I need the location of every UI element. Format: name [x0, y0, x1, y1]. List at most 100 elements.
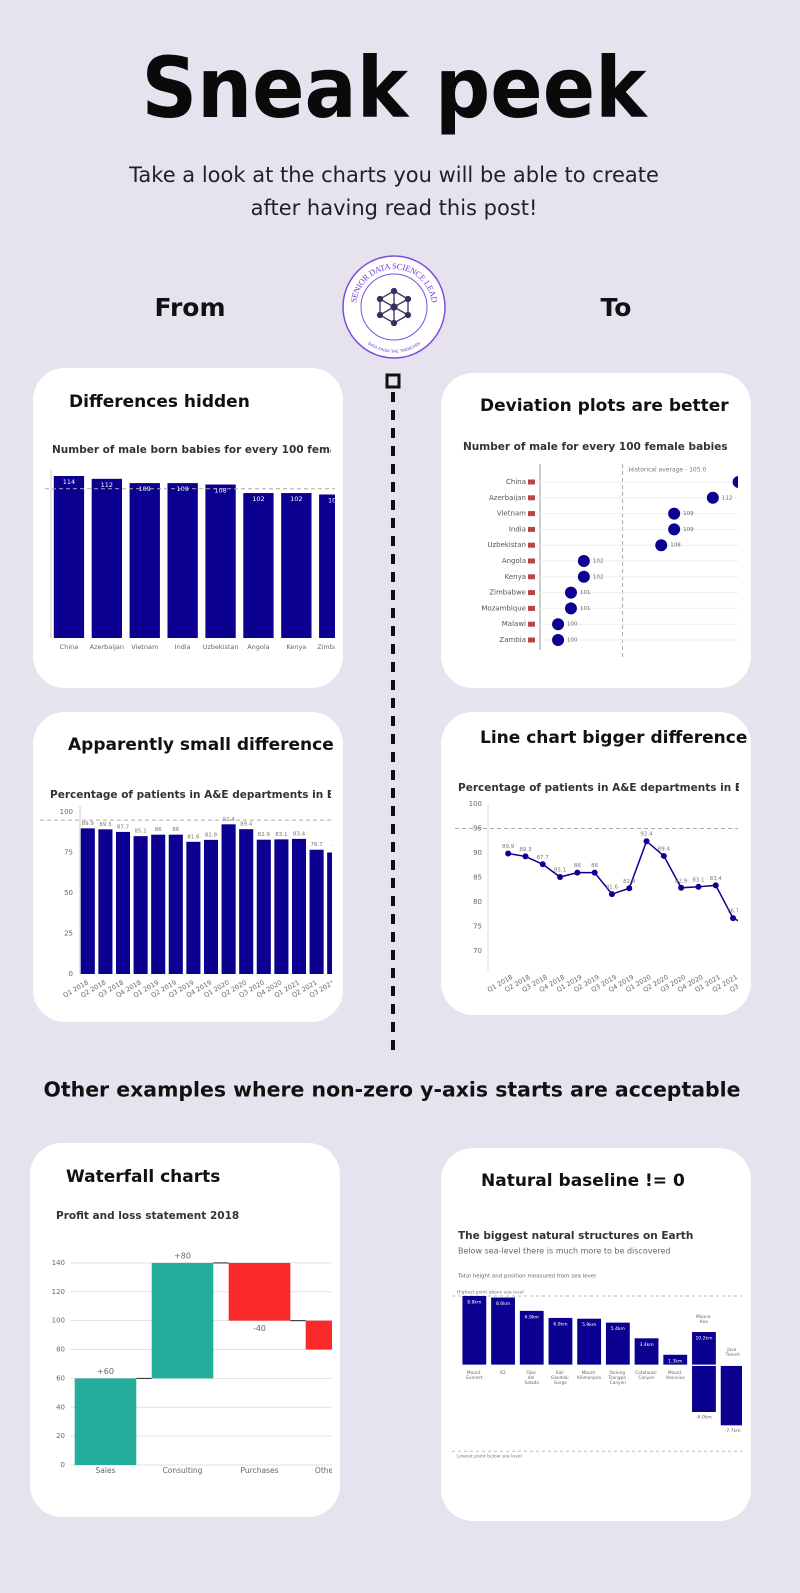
value-label: 89.9 — [502, 844, 515, 850]
bar — [720, 1365, 742, 1426]
bar — [228, 1262, 291, 1321]
card — [441, 373, 751, 688]
flag — [528, 605, 535, 611]
flag — [528, 621, 535, 627]
x-tick-label: Java Trench — [725, 1346, 740, 1357]
plot-area: The biggest natural structures on Earth — [458, 1230, 693, 1242]
value-label: 112 — [722, 495, 733, 501]
value-label: 87.7 — [537, 855, 550, 861]
value-label: 5.9km — [582, 1322, 596, 1328]
y-tick-label: 80 — [473, 898, 482, 906]
reference-label: Lowest point below sea level — [457, 1454, 522, 1460]
bar — [319, 494, 335, 638]
value-label: 102 — [593, 559, 604, 565]
value-label: 108 — [670, 543, 681, 549]
chart-title: Percentage of patients in A&E department… — [50, 789, 422, 801]
value-label: 102 — [290, 495, 302, 503]
value-label: 109 — [176, 485, 188, 493]
value-label: 6.0km — [553, 1321, 567, 1327]
value-label: 100 — [567, 622, 578, 628]
x-tick-label: Zimbabwe — [317, 643, 351, 651]
flag — [528, 637, 535, 643]
value-label: 75 — [331, 845, 338, 851]
value-label: 85.1 — [554, 868, 566, 874]
y-tick-label: 140 — [52, 1259, 65, 1267]
value-label: 101 — [328, 496, 340, 504]
y-tick-label: 100 — [52, 1317, 65, 1325]
bar — [462, 1295, 487, 1365]
value-label: +80 — [174, 1251, 191, 1260]
point — [643, 838, 650, 845]
value-label: -7.7km — [725, 1428, 741, 1434]
y-tick-label: 0 — [69, 970, 73, 978]
x-tick-label: Consulting — [163, 1466, 203, 1475]
value-label: 89.3 — [519, 847, 532, 853]
value-label: 82.8 — [205, 832, 218, 838]
bar — [151, 834, 166, 974]
value-label: 87.7 — [117, 824, 130, 830]
plot-area: 114China112Azerbaijan109Vietnam109India1… — [45, 470, 351, 651]
dot — [668, 507, 681, 520]
x-tick-label: Sales — [96, 1466, 116, 1475]
x-tick-label: Vietnam — [131, 643, 158, 651]
bar — [239, 829, 254, 974]
bar — [663, 1354, 688, 1365]
y-tick-label: 60 — [56, 1374, 65, 1382]
value-label: 82.9 — [675, 878, 688, 884]
value-label: 114 — [63, 478, 75, 486]
x-tick-label: Azerbaijan — [90, 643, 124, 651]
y-tick-label: China — [506, 478, 526, 486]
value-label: 8.6km — [496, 1301, 510, 1307]
point — [557, 874, 564, 881]
bar — [281, 493, 312, 638]
y-tick-label: Zambia — [499, 636, 526, 644]
x-tick-label: Ojos del Salado — [524, 1369, 539, 1385]
x-tick-label: Q3 2021 — [728, 973, 756, 994]
dot — [732, 476, 738, 488]
subtitle: after having read this post! — [251, 196, 538, 220]
section-title: Other examples where non-zero y-axis sta… — [44, 1078, 741, 1102]
x-tick-label: Yarlung Tsangpo Canyon — [607, 1369, 627, 1385]
bar — [133, 836, 148, 974]
y-tick-label: 40 — [56, 1403, 65, 1411]
y-tick-label: 50 — [64, 889, 73, 897]
x-tick-label: Kenya — [286, 643, 306, 651]
value-label: -6.0km — [696, 1415, 712, 1421]
chart-title: The biggest natural structures on Earth — [458, 1230, 693, 1242]
bar — [80, 828, 95, 974]
divider-cap — [385, 373, 401, 389]
y-tick-label: 25 — [64, 930, 73, 938]
chart-subtitle: Below sea-level there is much more to be… — [458, 1247, 671, 1256]
y-tick-label: Malawi — [502, 620, 526, 628]
value-label: 109 — [683, 511, 694, 517]
dot — [655, 539, 668, 552]
value-label: 86 — [172, 827, 179, 833]
value-label: 5.4km — [611, 1326, 625, 1332]
value-label: 108 — [214, 487, 226, 495]
chart-note: Total height and position measured from … — [457, 1274, 596, 1280]
x-tick-label: Kali Gandaki Gorge — [551, 1369, 570, 1385]
value-label: 89.9 — [82, 821, 95, 827]
value-label: 8.8km — [467, 1299, 481, 1305]
y-tick-label: Vietnam — [497, 510, 526, 518]
y-tick-label: 75 — [473, 923, 482, 931]
point — [660, 852, 667, 859]
bar — [205, 484, 236, 638]
point — [626, 885, 633, 892]
y-tick-label: 85 — [473, 874, 482, 882]
value-label: 82.9 — [258, 832, 271, 838]
bar — [74, 1378, 137, 1465]
value-label: 81.6 — [606, 885, 619, 891]
bar — [243, 493, 274, 638]
point — [505, 850, 512, 857]
value-label: 89.3 — [99, 822, 112, 828]
point — [712, 882, 719, 889]
y-tick-label: Uzbekistan — [487, 541, 526, 549]
value-label: 89.4 — [658, 846, 671, 852]
flag — [528, 590, 535, 596]
bar — [692, 1332, 716, 1365]
x-tick-label: Mount Vesuvius — [666, 1369, 686, 1380]
column-label: To — [601, 293, 632, 322]
value-label: -40 — [253, 1324, 266, 1333]
